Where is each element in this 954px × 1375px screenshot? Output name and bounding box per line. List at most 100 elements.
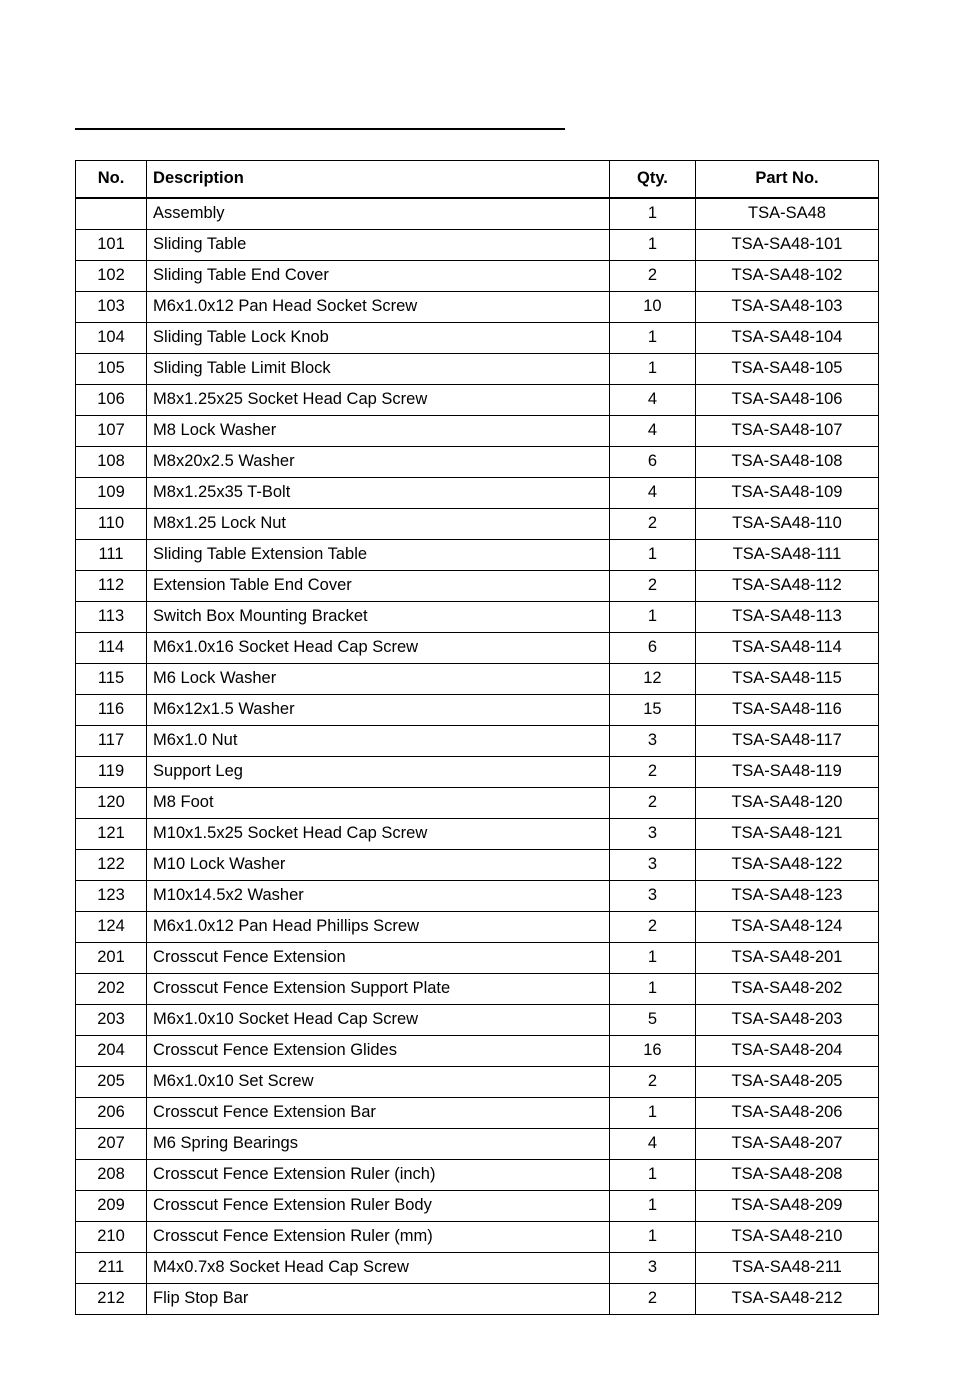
cell-description: M6x1.0 Nut [147, 726, 610, 757]
cell-no: 212 [76, 1284, 147, 1315]
cell-qty: 6 [609, 447, 695, 478]
cell-part-no: TSA-SA48-105 [695, 354, 878, 385]
cell-qty: 10 [609, 292, 695, 323]
cell-part-no: TSA-SA48-121 [695, 819, 878, 850]
cell-description: M8x20x2.5 Washer [147, 447, 610, 478]
cell-no: 121 [76, 819, 147, 850]
parts-table: No. Description Qty. Part No. Assembly1T… [75, 160, 879, 1315]
cell-qty: 3 [609, 850, 695, 881]
cell-part-no: TSA-SA48-110 [695, 509, 878, 540]
cell-qty: 2 [609, 571, 695, 602]
cell-description: M8 Foot [147, 788, 610, 819]
cell-part-no: TSA-SA48-208 [695, 1160, 878, 1191]
cell-no: 124 [76, 912, 147, 943]
cell-description: Crosscut Fence Extension Support Plate [147, 974, 610, 1005]
cell-no: 117 [76, 726, 147, 757]
cell-part-no: TSA-SA48-212 [695, 1284, 878, 1315]
cell-description: Switch Box Mounting Bracket [147, 602, 610, 633]
cell-no: 101 [76, 230, 147, 261]
cell-description: Assembly [147, 198, 610, 230]
table-row: 102Sliding Table End Cover2TSA-SA48-102 [76, 261, 879, 292]
cell-part-no: TSA-SA48-122 [695, 850, 878, 881]
cell-no: 209 [76, 1191, 147, 1222]
cell-qty: 6 [609, 633, 695, 664]
cell-part-no: TSA-SA48-207 [695, 1129, 878, 1160]
cell-qty: 4 [609, 416, 695, 447]
cell-description: M6x1.0x16 Socket Head Cap Screw [147, 633, 610, 664]
cell-no: 113 [76, 602, 147, 633]
cell-description: Crosscut Fence Extension [147, 943, 610, 974]
cell-part-no: TSA-SA48-111 [695, 540, 878, 571]
table-row: 117M6x1.0 Nut3TSA-SA48-117 [76, 726, 879, 757]
cell-part-no: TSA-SA48-201 [695, 943, 878, 974]
cell-qty: 1 [609, 1098, 695, 1129]
cell-qty: 5 [609, 1005, 695, 1036]
cell-description: M6x1.0x10 Socket Head Cap Screw [147, 1005, 610, 1036]
table-row: 115M6 Lock Washer12TSA-SA48-115 [76, 664, 879, 695]
cell-description: Sliding Table [147, 230, 610, 261]
table-head: No. Description Qty. Part No. [76, 161, 879, 199]
cell-qty: 4 [609, 478, 695, 509]
cell-qty: 1 [609, 354, 695, 385]
cell-part-no: TSA-SA48-104 [695, 323, 878, 354]
cell-part-no: TSA-SA48-106 [695, 385, 878, 416]
cell-qty: 1 [609, 230, 695, 261]
cell-part-no: TSA-SA48-119 [695, 757, 878, 788]
page: No. Description Qty. Part No. Assembly1T… [0, 0, 954, 1375]
cell-qty: 12 [609, 664, 695, 695]
cell-qty: 2 [609, 1284, 695, 1315]
cell-description: M6x12x1.5 Washer [147, 695, 610, 726]
table-row: 112Extension Table End Cover2TSA-SA48-11… [76, 571, 879, 602]
cell-qty: 1 [609, 602, 695, 633]
cell-no: 107 [76, 416, 147, 447]
cell-description: Sliding Table Limit Block [147, 354, 610, 385]
cell-part-no: TSA-SA48-203 [695, 1005, 878, 1036]
table-row: 206Crosscut Fence Extension Bar1TSA-SA48… [76, 1098, 879, 1129]
cell-qty: 2 [609, 261, 695, 292]
cell-qty: 3 [609, 881, 695, 912]
cell-description: Sliding Table Extension Table [147, 540, 610, 571]
table-row: 208Crosscut Fence Extension Ruler (inch)… [76, 1160, 879, 1191]
cell-description: Crosscut Fence Extension Ruler (mm) [147, 1222, 610, 1253]
cell-description: M10 Lock Washer [147, 850, 610, 881]
cell-description: M10x14.5x2 Washer [147, 881, 610, 912]
cell-no: 114 [76, 633, 147, 664]
table-row: 109M8x1.25x35 T-Bolt4TSA-SA48-109 [76, 478, 879, 509]
cell-part-no: TSA-SA48-114 [695, 633, 878, 664]
table-body: Assembly1TSA-SA48101Sliding Table1TSA-SA… [76, 198, 879, 1315]
cell-no: 207 [76, 1129, 147, 1160]
cell-part-no: TSA-SA48-108 [695, 447, 878, 478]
cell-part-no: TSA-SA48-102 [695, 261, 878, 292]
col-header-part: Part No. [695, 161, 878, 199]
table-row: 106M8x1.25x25 Socket Head Cap Screw4TSA-… [76, 385, 879, 416]
cell-no: 208 [76, 1160, 147, 1191]
cell-no: 119 [76, 757, 147, 788]
cell-qty: 16 [609, 1036, 695, 1067]
col-header-desc: Description [147, 161, 610, 199]
table-row: 210Crosscut Fence Extension Ruler (mm)1T… [76, 1222, 879, 1253]
table-row: 120M8 Foot2TSA-SA48-120 [76, 788, 879, 819]
cell-description: Crosscut Fence Extension Bar [147, 1098, 610, 1129]
cell-description: M8x1.25x35 T-Bolt [147, 478, 610, 509]
cell-qty: 15 [609, 695, 695, 726]
cell-qty: 2 [609, 912, 695, 943]
cell-qty: 3 [609, 726, 695, 757]
table-row: 205M6x1.0x10 Set Screw2TSA-SA48-205 [76, 1067, 879, 1098]
cell-no: 205 [76, 1067, 147, 1098]
cell-no: 111 [76, 540, 147, 571]
cell-no: 116 [76, 695, 147, 726]
cell-no: 202 [76, 974, 147, 1005]
cell-no: 203 [76, 1005, 147, 1036]
cell-part-no: TSA-SA48-117 [695, 726, 878, 757]
cell-no: 112 [76, 571, 147, 602]
cell-no: 204 [76, 1036, 147, 1067]
cell-no: 102 [76, 261, 147, 292]
cell-no: 108 [76, 447, 147, 478]
col-header-qty: Qty. [609, 161, 695, 199]
cell-qty: 1 [609, 1191, 695, 1222]
cell-description: Sliding Table Lock Knob [147, 323, 610, 354]
cell-qty: 1 [609, 943, 695, 974]
cell-qty: 1 [609, 1160, 695, 1191]
table-row: 116M6x12x1.5 Washer15TSA-SA48-116 [76, 695, 879, 726]
table-row: 113Switch Box Mounting Bracket1TSA-SA48-… [76, 602, 879, 633]
